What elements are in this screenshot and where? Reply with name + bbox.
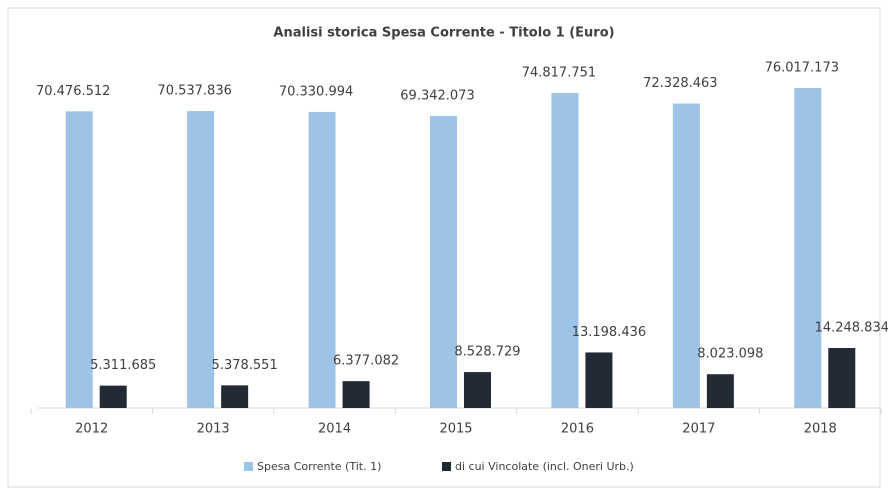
bar [430,116,457,408]
bar [551,93,579,408]
value-label: 76.017.173 [765,61,839,76]
bar [585,352,613,408]
value-label: 14.248.834 [815,321,888,336]
chart-title: Analisi storica Spesa Corrente - Titolo … [273,26,614,41]
bar [187,111,215,409]
bar [342,381,370,408]
bar [706,374,734,408]
x-tick-label: 2012 [75,422,108,437]
value-label: 8.528.729 [454,345,520,360]
x-tick-label: 2016 [561,422,594,437]
bar [672,103,700,409]
legend-swatch [442,462,451,471]
x-tick-label: 2017 [682,422,715,437]
value-label: 8.023.098 [697,347,763,362]
bar [99,385,127,408]
value-label: 70.537.836 [157,84,231,99]
value-label: 70.330.994 [279,84,353,99]
value-label: 70.476.512 [36,84,110,99]
x-tick-label: 2014 [318,422,351,437]
value-label: 5.378.551 [212,358,278,373]
value-label: 74.817.751 [522,66,596,81]
value-label: 6.377.082 [333,354,399,369]
bar [65,111,93,409]
value-label: 69.342.073 [400,89,474,104]
value-label: 13.198.436 [572,325,646,340]
legend-swatch [244,462,253,471]
bar [308,111,336,408]
x-tick-label: 2018 [804,422,837,437]
legend-label: Spesa Corrente (Tit. 1) [257,460,381,473]
bar [221,385,249,408]
legend-label: di cui Vincolate (incl. Oneri Urb.) [455,460,634,473]
value-label: 5.311.685 [90,358,156,373]
x-tick-label: 2015 [439,422,472,437]
x-tick-label: 2013 [197,422,230,437]
value-label: 72.328.463 [643,76,717,91]
bar [464,372,491,408]
bar [828,348,856,408]
bar [794,88,822,408]
